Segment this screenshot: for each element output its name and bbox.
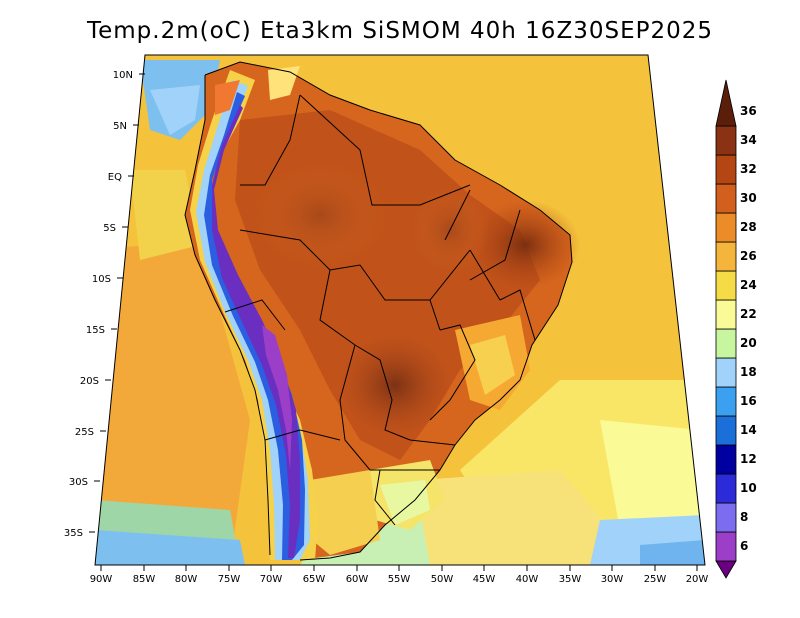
colorbar-label: 32: [740, 162, 757, 176]
colorbar-swatch: [715, 241, 737, 272]
lat-label: 35S: [64, 528, 83, 539]
lat-label: EQ: [108, 172, 122, 183]
lat-label: 30S: [69, 477, 88, 488]
colorbar-swatch: [715, 560, 737, 579]
latitude-labels: 10N 5N EQ 5S 10S 15S 20S 25S 30S 35S: [64, 70, 133, 539]
colorbar-swatch: [715, 473, 737, 504]
colorbar-label: 10: [740, 481, 757, 495]
lon-label: 80W: [175, 574, 198, 585]
colorbar-swatch: [715, 212, 737, 243]
lon-label: 65W: [303, 574, 326, 585]
axis-ticks: [89, 73, 698, 571]
lon-label: 70W: [260, 574, 283, 585]
colorbar-swatch: [715, 125, 737, 156]
colorbar-swatch: [715, 79, 737, 127]
colorbar-swatch: [715, 444, 737, 475]
colorbar-label: 12: [740, 452, 757, 466]
colorbar-label: 6: [740, 539, 748, 553]
lon-label: 40W: [516, 574, 539, 585]
colorbar-label: 28: [740, 220, 757, 234]
lat-label: 5S: [103, 223, 116, 234]
colorbar-swatch: [715, 154, 737, 185]
colorbar-label: 24: [740, 278, 757, 292]
lat-label: 25S: [75, 427, 94, 438]
lon-label: 60W: [346, 574, 369, 585]
colorbar-label: 18: [740, 365, 757, 379]
colorbar-label: 8: [740, 510, 748, 524]
map-field: [95, 55, 705, 565]
lon-label: 30W: [601, 574, 624, 585]
lat-label: 10S: [92, 274, 111, 285]
colorbar: 6 8 10 12 14 16 18 20 22 24 26 28 30 32 …: [715, 79, 757, 579]
colorbar-label: 20: [740, 336, 757, 350]
colorbar-swatch: [715, 502, 737, 533]
lon-label: 55W: [388, 574, 411, 585]
lon-label: 20W: [686, 574, 709, 585]
colorbar-label: 26: [740, 249, 757, 263]
lat-label: 15S: [86, 325, 105, 336]
colorbar-label: 36: [740, 104, 757, 118]
colorbar-swatch: [715, 386, 737, 417]
colorbar-swatch: [715, 183, 737, 214]
colorbar-swatch: [715, 531, 737, 562]
lon-label: 75W: [218, 574, 241, 585]
lon-label: 25W: [644, 574, 667, 585]
lat-label: 10N: [113, 70, 133, 81]
lon-label: 50W: [431, 574, 454, 585]
longitude-labels: 90W 85W 80W 75W 70W 65W 60W 55W 50W 45W …: [90, 574, 709, 585]
colorbar-swatch: [715, 299, 737, 330]
colorbar-swatch: [715, 415, 737, 446]
colorbar-label: 34: [740, 133, 757, 147]
lon-label: 45W: [473, 574, 496, 585]
map-title: Temp.2m(oC) Eta3km SiSMOM 40h 16Z30SEP20…: [86, 18, 714, 44]
colorbar-label: 16: [740, 394, 757, 408]
colorbar-label: 14: [740, 423, 757, 437]
colorbar-label: 30: [740, 191, 757, 205]
colorbar-swatch: [715, 357, 737, 388]
coastline-and-borders: [184, 61, 573, 561]
lat-label: 5N: [113, 121, 127, 132]
lon-label: 90W: [90, 574, 113, 585]
lon-label: 85W: [133, 574, 156, 585]
colorbar-swatch: [715, 328, 737, 359]
colorbar-swatch: [715, 270, 737, 301]
colorbar-label: 22: [740, 307, 757, 321]
lon-label: 35W: [559, 574, 582, 585]
lat-label: 20S: [80, 376, 99, 387]
